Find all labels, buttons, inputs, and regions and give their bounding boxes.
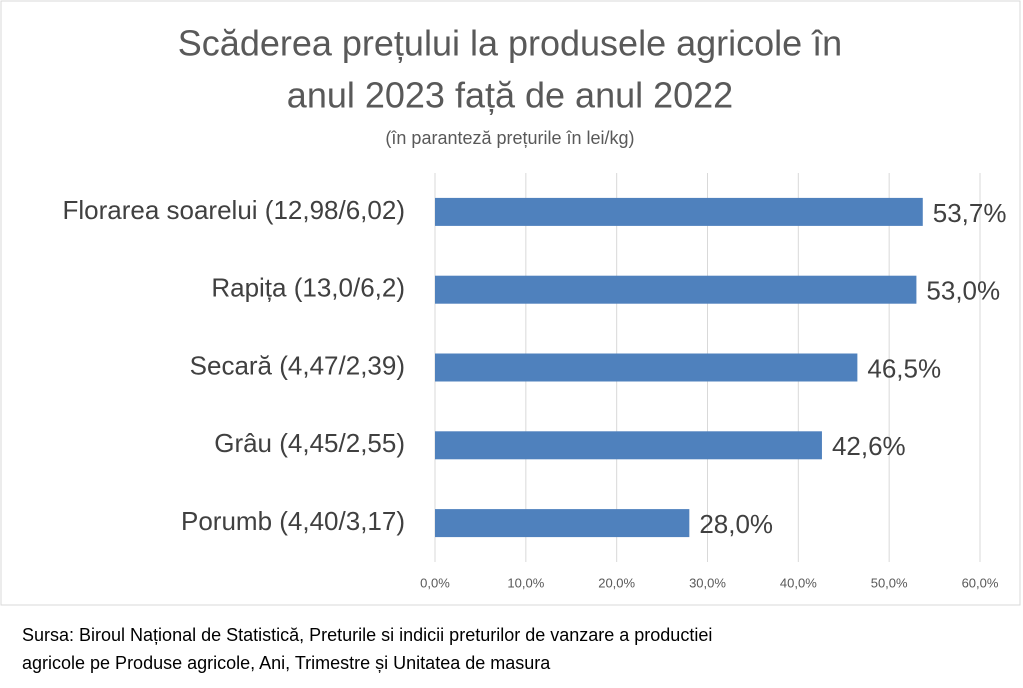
chart-title: anul 2023 față de anul 2022 (287, 75, 733, 116)
value-label: 53,7% (933, 198, 1007, 228)
x-tick-label: 30,0% (689, 575, 726, 590)
y-tick-label: Secară (4,47/2,39) (190, 350, 405, 380)
x-tick-label: 20,0% (598, 575, 635, 590)
x-tick-label: 60,0% (962, 575, 999, 590)
value-label: 53,0% (926, 276, 1000, 306)
value-label: 42,6% (832, 431, 906, 461)
x-tick-label: 50,0% (871, 575, 908, 590)
bar (435, 275, 917, 304)
y-tick-label: Grâu (4,45/2,55) (214, 428, 405, 458)
x-tick-label: 10,0% (507, 575, 544, 590)
bar (435, 353, 858, 382)
y-tick-label: Rapița (13,0/6,2) (211, 273, 405, 303)
chart-title: Scăderea prețului la produsele agricole … (178, 23, 842, 64)
value-label: 28,0% (699, 509, 773, 539)
value-label: 46,5% (867, 353, 941, 383)
bar (435, 509, 690, 538)
chart-subtitle: (în paranteză prețurile în lei/kg) (385, 128, 634, 148)
bar (435, 197, 923, 226)
x-tick-label: 0,0% (420, 575, 450, 590)
source-note: agricole pe Produse agricole, Ani, Trime… (22, 653, 551, 673)
bar (435, 431, 822, 460)
y-tick-label: Porumb (4,40/3,17) (181, 506, 405, 536)
x-tick-label: 40,0% (780, 575, 817, 590)
source-note: Sursa: Biroul Național de Statistică, Pr… (22, 625, 712, 645)
y-tick-label: Florarea soarelui (12,98/6,02) (62, 195, 405, 225)
